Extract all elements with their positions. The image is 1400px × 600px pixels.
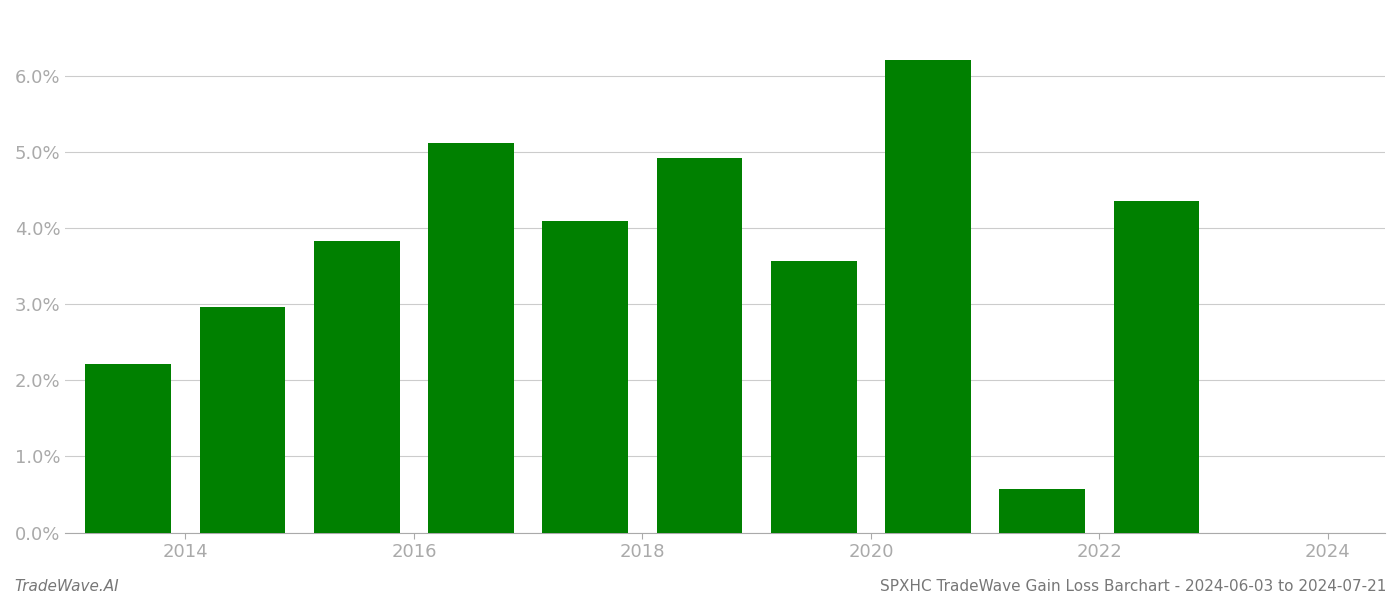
Bar [200,307,286,533]
Bar [885,60,970,533]
Text: SPXHC TradeWave Gain Loss Barchart - 2024-06-03 to 2024-07-21: SPXHC TradeWave Gain Loss Barchart - 202… [879,579,1386,594]
Bar [85,364,171,533]
Text: TradeWave.AI: TradeWave.AI [14,579,119,594]
Bar [657,158,742,533]
Bar [542,221,629,533]
Bar [1113,202,1200,533]
Bar [771,261,857,533]
Bar [314,241,399,533]
Bar [428,143,514,533]
Bar [1000,489,1085,533]
